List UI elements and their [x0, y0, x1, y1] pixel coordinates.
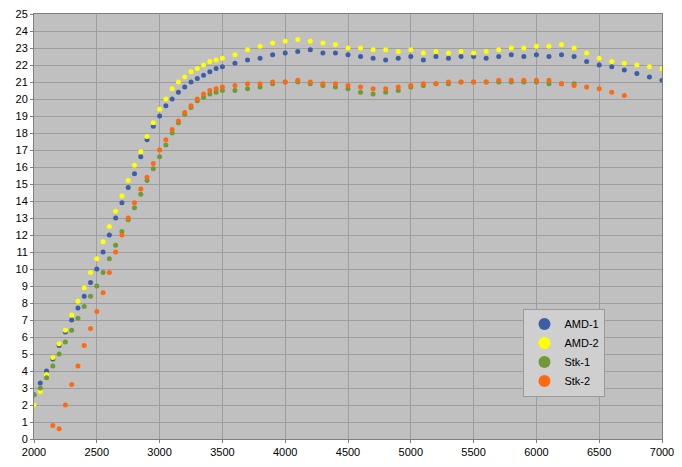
- svg-text:AMD-2: AMD-2: [564, 337, 598, 349]
- svg-text:2500: 2500: [85, 446, 109, 458]
- svg-text:Stk-1: Stk-1: [564, 356, 590, 368]
- svg-text:18: 18: [16, 127, 28, 139]
- svg-text:16: 16: [16, 161, 28, 173]
- svg-text:2000: 2000: [22, 446, 46, 458]
- svg-text:6: 6: [22, 331, 28, 343]
- svg-text:5500: 5500: [461, 446, 485, 458]
- svg-text:1: 1: [22, 416, 28, 428]
- svg-text:19: 19: [16, 110, 28, 122]
- svg-text:3500: 3500: [210, 446, 234, 458]
- svg-text:7000: 7000: [650, 446, 674, 458]
- svg-text:4000: 4000: [273, 446, 297, 458]
- svg-text:12: 12: [16, 229, 28, 241]
- svg-text:4: 4: [22, 365, 28, 377]
- svg-text:4500: 4500: [336, 446, 360, 458]
- svg-text:5: 5: [22, 348, 28, 360]
- svg-text:11: 11: [16, 246, 27, 258]
- svg-text:Stk-2: Stk-2: [564, 375, 590, 387]
- svg-text:14: 14: [16, 195, 28, 207]
- svg-text:13: 13: [16, 212, 28, 224]
- svg-text:6000: 6000: [524, 446, 548, 458]
- svg-text:7: 7: [22, 314, 28, 326]
- svg-text:8: 8: [22, 297, 28, 309]
- svg-text:3: 3: [22, 382, 28, 394]
- svg-text:AMD-1: AMD-1: [564, 318, 598, 330]
- svg-text:15: 15: [16, 178, 28, 190]
- svg-text:23: 23: [16, 42, 28, 54]
- svg-text:3000: 3000: [147, 446, 171, 458]
- svg-text:2: 2: [22, 399, 28, 411]
- svg-text:25: 25: [16, 8, 28, 20]
- svg-text:17: 17: [16, 144, 28, 156]
- svg-text:10: 10: [16, 263, 28, 275]
- svg-text:6500: 6500: [587, 446, 611, 458]
- svg-text:9: 9: [22, 280, 28, 292]
- svg-text:22: 22: [16, 59, 28, 71]
- svg-text:21: 21: [16, 76, 28, 88]
- svg-text:20: 20: [16, 93, 28, 105]
- svg-text:5000: 5000: [399, 446, 423, 458]
- svg-text:24: 24: [16, 25, 28, 37]
- svg-text:0: 0: [22, 433, 28, 445]
